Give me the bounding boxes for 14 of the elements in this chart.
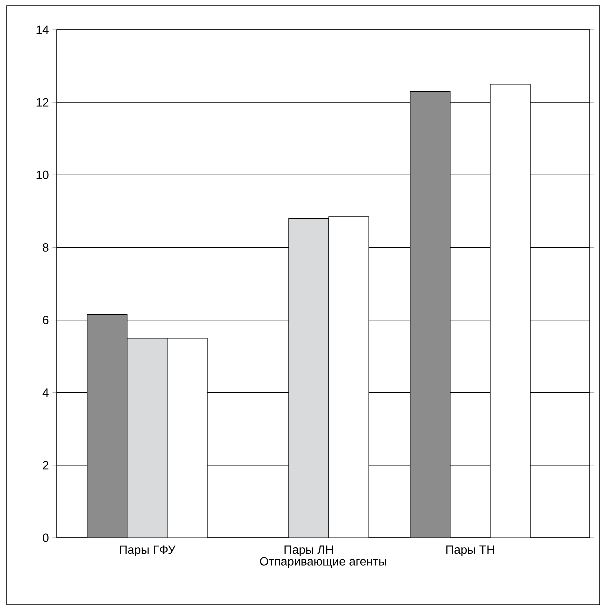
x-tick-label: Пары ГФУ (120, 546, 176, 557)
bar (127, 338, 168, 538)
y-tick-label: 14 (36, 26, 49, 34)
y-tick-label: 4 (42, 388, 49, 397)
y-tick-label: 12 (36, 98, 49, 107)
x-axis-title: Отпаривающие агенты (260, 557, 386, 568)
bar (288, 218, 330, 538)
y-tick-label: 6 (43, 316, 49, 325)
y-tick-label: 8 (43, 243, 49, 252)
y-tick-label: 0 (43, 534, 49, 542)
x-tick-label: Пары ТН (446, 546, 494, 556)
y-tick-label: 10 (36, 170, 49, 180)
y-tick-label: 2 (43, 461, 49, 470)
x-tick-label: Пары ЛН (284, 546, 334, 556)
